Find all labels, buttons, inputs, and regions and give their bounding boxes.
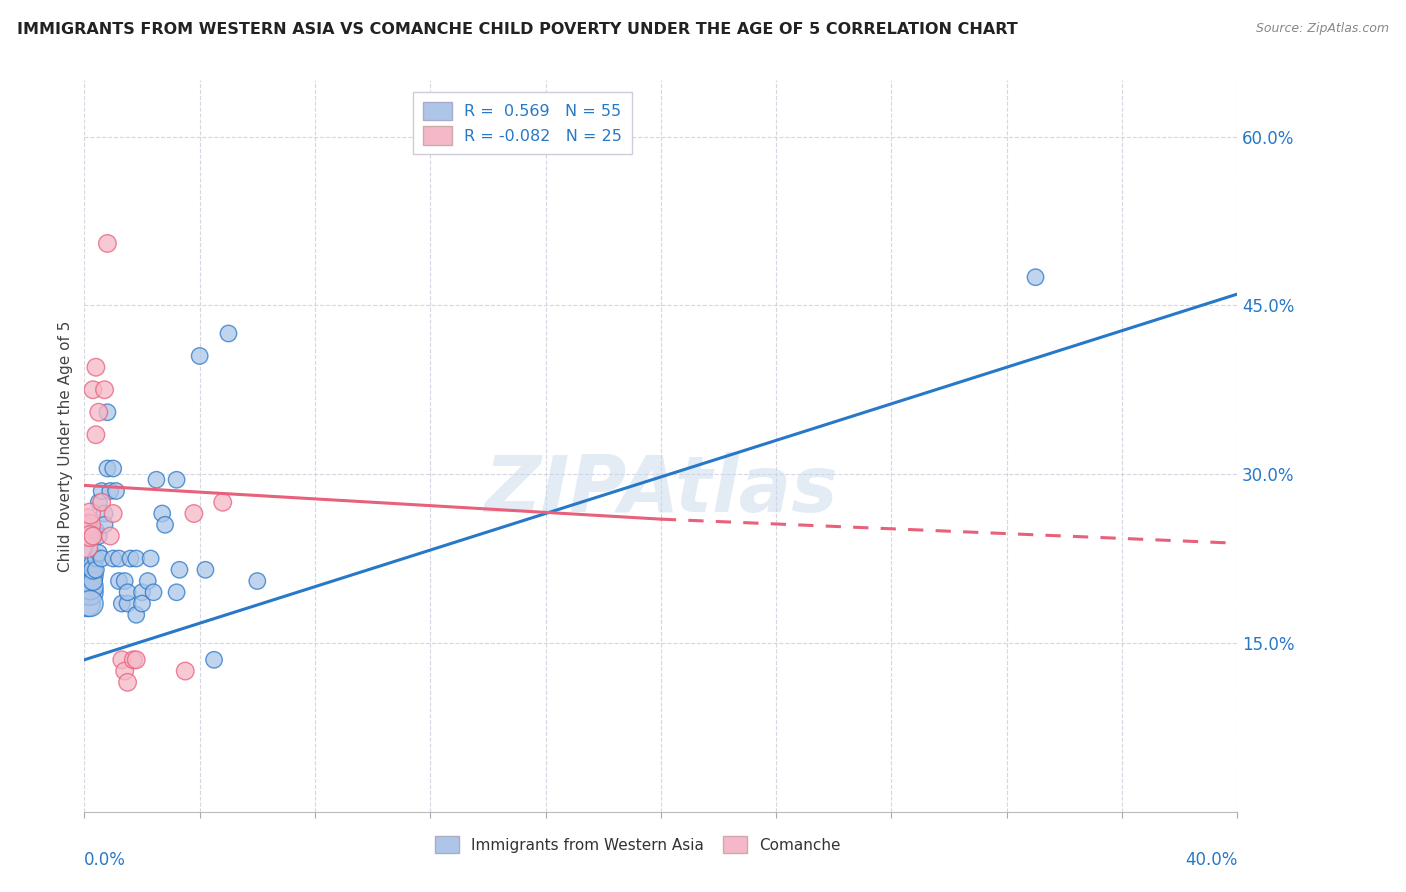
Point [79,580,101,594]
Point [98,483,121,498]
Point [76,563,98,577]
Point [150,507,173,521]
Point [211,495,233,509]
Point [131,597,153,611]
Point [76,574,98,588]
Point [96,461,118,475]
Point [111,653,134,667]
Point [108,574,131,588]
Point [153,517,176,532]
Point [125,653,148,667]
Point [194,563,217,577]
Point [103,507,124,521]
Point [87,495,110,509]
Point [139,551,162,566]
Point [76,597,98,611]
Point [117,585,139,599]
Point [246,574,269,588]
Point [84,563,107,577]
Text: Source: ZipAtlas.com: Source: ZipAtlas.com [1256,22,1389,36]
Point [76,585,98,599]
Point [98,529,121,543]
Point [145,473,167,487]
Point [96,405,118,419]
Point [1025,270,1047,285]
Point [166,473,188,487]
Point [169,563,191,577]
Point [183,507,205,521]
Point [96,236,118,251]
Point [84,360,107,375]
Point [90,551,112,566]
Point [82,557,104,571]
Point [166,585,188,599]
Point [79,568,101,582]
Point [76,541,98,555]
Point [79,551,101,566]
Point [120,551,142,566]
Point [82,529,104,543]
Point [93,507,115,521]
Point [122,653,145,667]
Point [76,568,98,582]
Point [87,405,110,419]
Point [84,427,107,442]
Point [142,585,165,599]
Point [131,585,153,599]
Point [218,326,240,341]
Point [79,597,101,611]
Point [136,574,159,588]
Point [76,529,98,543]
Point [84,551,107,566]
Point [87,546,110,560]
Point [202,653,225,667]
Point [90,483,112,498]
Point [82,563,104,577]
Text: ZIPAtlas: ZIPAtlas [484,452,838,528]
Text: 40.0%: 40.0% [1185,851,1237,869]
Point [125,607,148,622]
Point [82,383,104,397]
Legend: Immigrants from Western Asia, Comanche: Immigrants from Western Asia, Comanche [429,830,846,859]
Point [79,517,101,532]
Point [103,461,124,475]
Point [79,507,101,521]
Point [79,529,101,543]
Point [108,551,131,566]
Point [174,664,197,678]
Point [105,483,128,498]
Point [93,517,115,532]
Point [90,495,112,509]
Text: IMMIGRANTS FROM WESTERN ASIA VS COMANCHE CHILD POVERTY UNDER THE AGE OF 5 CORREL: IMMIGRANTS FROM WESTERN ASIA VS COMANCHE… [17,22,1018,37]
Point [76,512,98,526]
Point [117,597,139,611]
Y-axis label: Child Poverty Under the Age of 5: Child Poverty Under the Age of 5 [58,320,73,572]
Point [79,585,101,599]
Point [114,574,136,588]
Point [87,529,110,543]
Point [111,597,134,611]
Point [188,349,211,363]
Point [103,551,124,566]
Point [84,524,107,538]
Text: 0.0%: 0.0% [84,851,127,869]
Point [117,675,139,690]
Point [93,383,115,397]
Point [82,574,104,588]
Point [125,551,148,566]
Point [76,517,98,532]
Point [114,664,136,678]
